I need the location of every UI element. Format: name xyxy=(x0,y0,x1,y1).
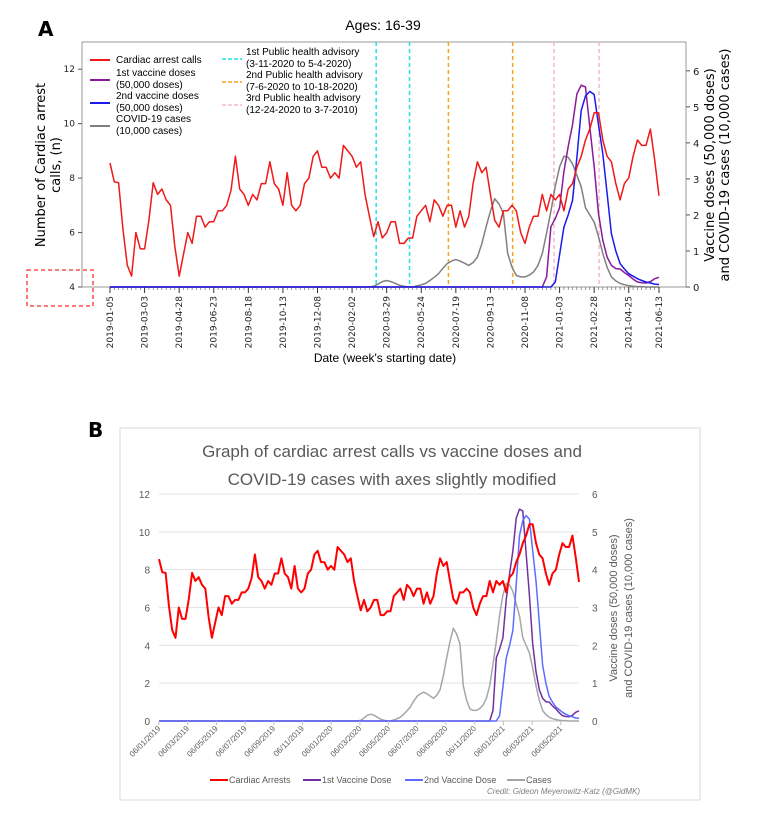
legend-label-2nd-dose-line2: (50,000 doses) xyxy=(116,103,183,114)
y2-tick-label: 0 xyxy=(592,717,598,728)
y2-tick-label: 4 xyxy=(592,566,598,577)
y2-tick-label: 6 xyxy=(592,490,598,501)
y2-tick-label: 5 xyxy=(693,103,699,114)
legend-label-cardiac: Cardiac arrest calls xyxy=(116,55,202,66)
x-tick-label: 2019-01-05 xyxy=(106,296,116,348)
series-line-1st-vaccine-doses-50-000-doses xyxy=(110,84,660,288)
x-tick-label: 2019-08-18 xyxy=(244,296,254,349)
y-tick-label: 10 xyxy=(139,528,151,539)
chart-a-y2label-line2: and COVID-19 cases (10,000 cases) xyxy=(718,49,733,282)
y2-tick-label: 6 xyxy=(693,67,699,78)
y-tick-label: 10 xyxy=(64,120,76,130)
legend-label-2nd-vaccine: 2nd Vaccine Dose xyxy=(424,775,496,785)
y2-tick-label: 1 xyxy=(592,679,598,690)
legend-label-cases-b: Cases xyxy=(526,775,552,785)
series-line-cardiac-arrests xyxy=(158,523,580,639)
chart-a-y2label-line1: Vaccine doses (50,000 doses) xyxy=(703,68,718,262)
legend-label-advisory-2: 2nd Public health advisory xyxy=(246,70,363,81)
y-tick-label: 8 xyxy=(69,174,75,184)
chart-a: A Ages: 16-39 Number of Cardiac arrest c… xyxy=(26,17,733,365)
y-tick-label: 0 xyxy=(144,717,150,728)
legend-label-1st-vaccine: 1st Vaccine Dose xyxy=(322,775,391,785)
x-tick-label: 2021-01-03 xyxy=(556,296,566,348)
x-tick-label: 2020-03-29 xyxy=(383,296,393,349)
y-tick-label: 4 xyxy=(69,283,75,293)
x-tick-label: 2020-11-08 xyxy=(521,296,531,349)
y2-tick-label: 2 xyxy=(693,211,699,222)
x-tick-label: 2021-06-13 xyxy=(655,296,665,348)
legend-label-1st-dose-line1: 1st vaccine doses xyxy=(116,68,196,79)
y-tick-label: 12 xyxy=(139,490,151,501)
series-line-covid-19-cases-10-000-cases xyxy=(110,155,659,288)
x-tick-label: 2019-04-28 xyxy=(175,296,185,349)
chart-a-ylabel-line2: calls, (n) xyxy=(49,137,64,193)
x-tick-label: 2021-04-25 xyxy=(625,296,635,348)
legend-label-advisory-3: 3rd Public health advisory xyxy=(246,93,361,104)
y-tick-label: 8 xyxy=(144,566,150,577)
series-line-2nd-vaccine-dose xyxy=(159,514,580,722)
y2-tick-label: 4 xyxy=(693,139,699,150)
legend-range-advisory-2: (7-6-2020 to 10-18-2020) xyxy=(246,82,358,93)
legend-label-2nd-dose-line1: 2nd vaccine doses xyxy=(116,91,199,102)
y2-tick-label: 0 xyxy=(693,283,699,294)
x-tick-label: 2020-07-19 xyxy=(452,296,462,349)
legend-range-advisory-3: (12-24-2020 to 3-7-2010) xyxy=(246,105,358,116)
y-tick-label: 2 xyxy=(144,679,150,690)
y-tick-label: 6 xyxy=(144,604,150,615)
x-tick-label: 2020-05-24 xyxy=(417,296,427,349)
chart-b-title-line2: COVID-19 cases with axes slightly modifi… xyxy=(228,470,557,489)
x-tick-label: 2019-06-23 xyxy=(210,296,220,348)
chart-b-title-line1: Graph of cardiac arrest calls vs vaccine… xyxy=(202,442,582,461)
y2-tick-label: 3 xyxy=(693,175,699,186)
credit-text: Credit: Gideon Meyerowitz-Katz (@GidMK) xyxy=(487,787,640,796)
y2-tick-label: 1 xyxy=(693,247,699,258)
y2-tick-label: 5 xyxy=(592,528,598,539)
x-tick-label: 2020-09-13 xyxy=(486,296,496,348)
highlight-box xyxy=(26,269,94,307)
legend-label-advisory-1: 1st Public health advisory xyxy=(246,47,359,58)
legend-label-1st-dose-line2: (50,000 doses) xyxy=(116,80,183,91)
series-line-2nd-vaccine-doses-50-000-doses xyxy=(110,90,660,288)
y2-tick-label: 3 xyxy=(592,604,598,615)
chart-a-ylabel-line1: Number of Cardiac arrest xyxy=(34,83,49,247)
x-tick-label: 2020-02-02 xyxy=(348,296,358,348)
chart-b-y2label-line2: and COVID-19 cases (10,000 cases) xyxy=(623,518,635,698)
x-tick-label: 2019-03-03 xyxy=(141,296,151,348)
chart-a-title: Ages: 16-39 xyxy=(345,17,421,33)
chart-b: B Graph of cardiac arrest calls vs vacci… xyxy=(88,418,701,801)
panel-label-b: B xyxy=(88,418,103,442)
legend-label-cardiac-arrests: Cardiac Arrests xyxy=(229,775,291,785)
x-tick-label: 2021-02-28 xyxy=(590,296,600,349)
legend-range-advisory-1: (3-11-2020 to 5-4-2020) xyxy=(246,59,351,70)
x-tick-label: 2019-10-13 xyxy=(279,296,289,348)
x-tick-label: 2019-12-08 xyxy=(313,296,323,349)
legend-label-cases-line1: COVID-19 cases xyxy=(116,114,191,125)
y-tick-label: 6 xyxy=(69,229,75,239)
y-tick-label: 12 xyxy=(64,65,75,75)
series-line-cardiac-arrest-calls xyxy=(109,112,660,277)
chart-b-y2label-line1: Vaccine doses (50,000 doses) xyxy=(608,534,620,681)
y-tick-label: 4 xyxy=(144,641,150,652)
chart-a-xlabel: Date (week's starting date) xyxy=(314,351,456,365)
legend-label-cases-line2: (10,000 cases) xyxy=(116,126,182,137)
y2-tick-label: 2 xyxy=(592,641,598,652)
panel-label-a: A xyxy=(38,17,54,41)
